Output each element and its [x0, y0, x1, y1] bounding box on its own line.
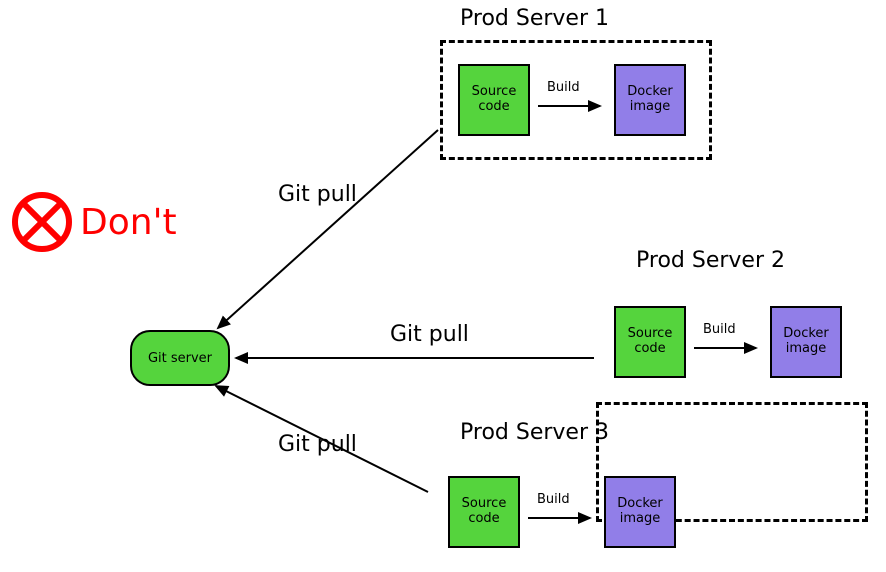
source-code-label: Sourcecode	[472, 85, 517, 115]
build-label: Build	[703, 322, 736, 337]
dont-icon	[12, 192, 72, 256]
git-pull-label: Git pull	[278, 432, 357, 457]
source-code-box: Sourcecode	[614, 306, 686, 378]
docker-image-label: Dockerimage	[617, 497, 663, 527]
diagram-canvas: Don't Git server Prod Server 1 Sourcecode…	[0, 0, 886, 572]
x-circle-icon	[12, 192, 72, 252]
source-code-label: Sourcecode	[462, 497, 507, 527]
source-code-label: Sourcecode	[628, 327, 673, 357]
git-server-label: Git server	[148, 351, 212, 366]
build-label: Build	[537, 492, 570, 507]
source-code-box: Sourcecode	[458, 64, 530, 136]
build-label: Build	[547, 80, 580, 95]
dont-label: Don't	[80, 202, 177, 243]
git-pull-label: Git pull	[390, 322, 469, 347]
server-title: Prod Server 2	[636, 248, 785, 273]
server-title: Prod Server 1	[460, 6, 609, 31]
servers-container: Prod Server 1 Sourcecode Dockerimage Build G…	[0, 0, 886, 356]
docker-image-box: Dockerimage	[614, 64, 686, 136]
docker-image-label: Dockerimage	[627, 85, 673, 115]
git-server-node: Git server	[130, 330, 230, 386]
git-pull-label: Git pull	[278, 182, 357, 207]
docker-image-label: Dockerimage	[783, 327, 829, 357]
source-code-box: Sourcecode	[448, 476, 520, 548]
docker-image-box: Dockerimage	[770, 306, 842, 378]
docker-image-box: Dockerimage	[604, 476, 676, 548]
server-title: Prod Server 3	[460, 420, 609, 445]
